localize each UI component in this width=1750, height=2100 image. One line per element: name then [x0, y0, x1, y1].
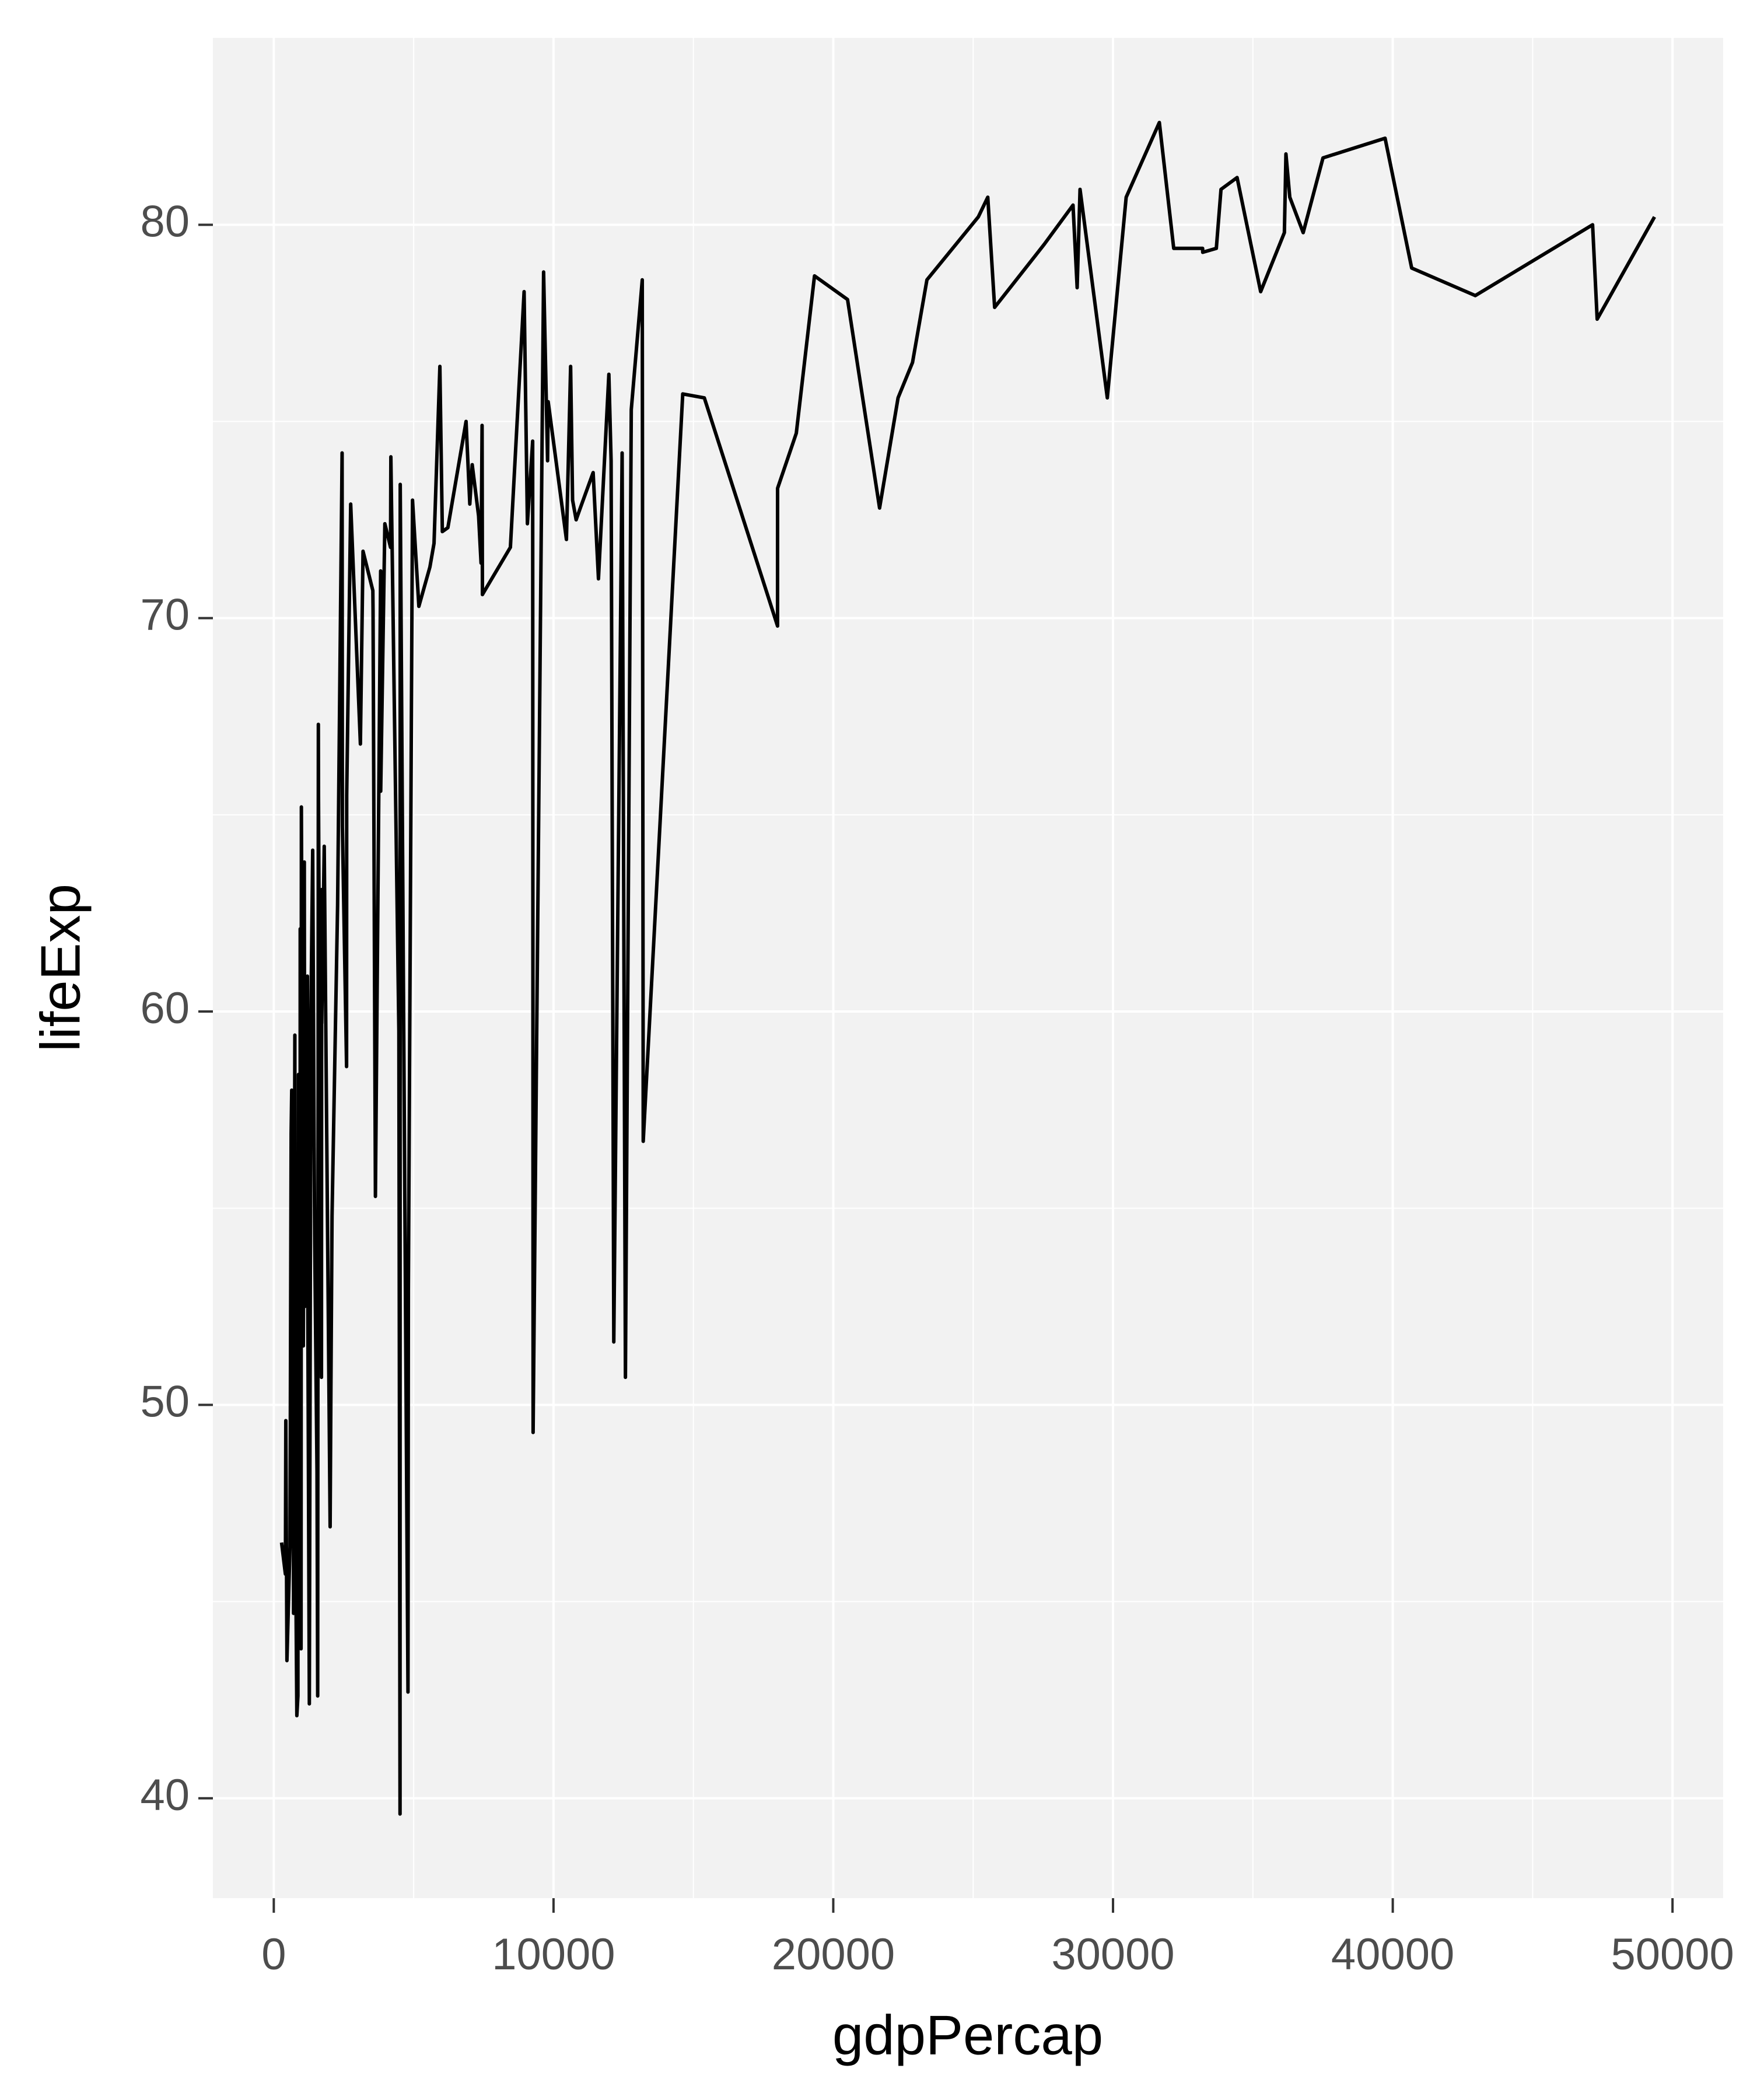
x-tick-label: 0: [261, 1930, 286, 1979]
x-tick-label: 20000: [772, 1930, 895, 1979]
y-tick-label: 80: [140, 197, 190, 246]
x-tick-label: 30000: [1051, 1930, 1174, 1979]
y-tick-label: 50: [140, 1377, 190, 1426]
y-tick-label: 60: [140, 984, 190, 1033]
x-tick-label: 50000: [1611, 1930, 1734, 1979]
y-tick-label: 70: [140, 590, 190, 640]
x-tick-label: 10000: [492, 1930, 615, 1979]
plot-area: [213, 38, 1723, 1898]
x-axis-title: gdpPercap: [832, 2004, 1103, 2066]
data-line: [279, 120, 1656, 1816]
y-axis-title: lifeExp: [29, 884, 92, 1052]
x-tick-label: 40000: [1331, 1930, 1454, 1979]
y-tick-label: 40: [140, 1770, 190, 1820]
panel-background: [213, 38, 1723, 1898]
